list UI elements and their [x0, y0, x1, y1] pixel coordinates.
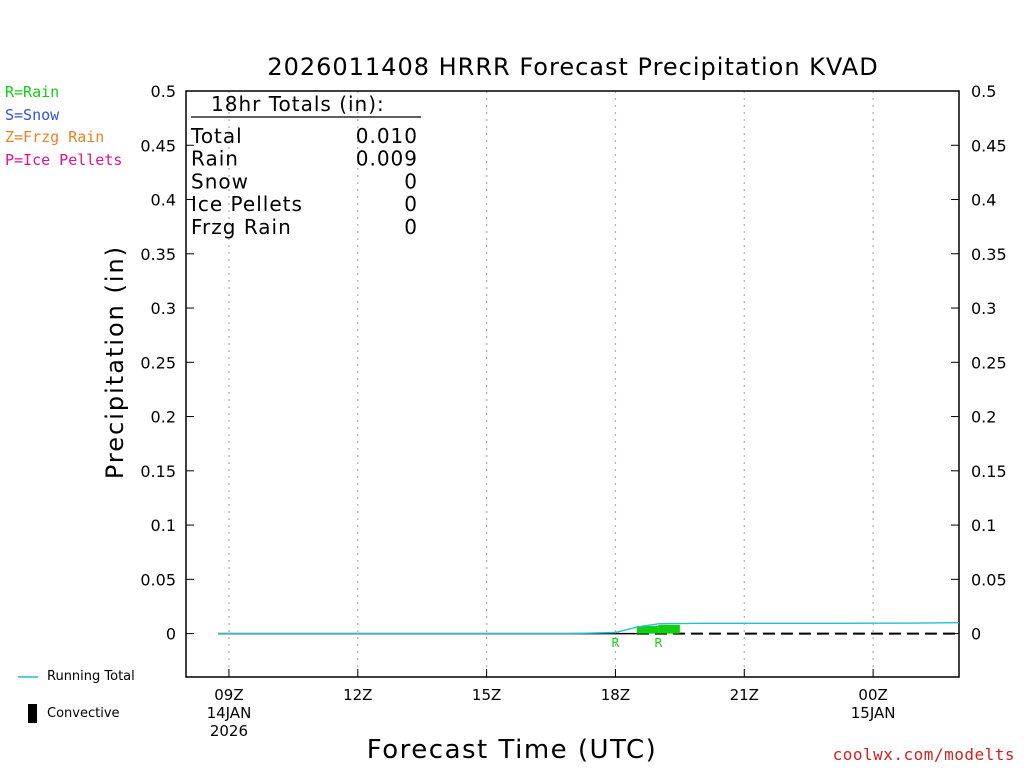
- y-axis-label: Precipitation (in): [101, 245, 129, 479]
- x-tick-label-0-1: 14JAN: [207, 704, 252, 722]
- y-tick-label-left-7: 0.35: [140, 245, 176, 264]
- legend-convective-label: Convective: [47, 706, 120, 721]
- y-tick-label-right-0: 0: [971, 625, 981, 644]
- plot-frame: [185, 90, 960, 678]
- totals-row-label-4: Frzg Rain: [191, 215, 292, 239]
- x-tick-label-0-2: 2026: [210, 722, 248, 740]
- x-axis-label: Forecast Time (UTC): [367, 735, 658, 765]
- y-tick-label-right-8: 0.4: [971, 191, 996, 210]
- y-tick-label-right-4: 0.2: [971, 408, 996, 427]
- y-tick-label-left-1: 0.05: [140, 570, 176, 589]
- totals-row-label-2: Snow: [191, 169, 249, 193]
- y-tick-label-right-1: 0.05: [971, 570, 1007, 589]
- y-tick-label-left-9: 0.45: [140, 136, 176, 155]
- chart-title: 2026011408 HRRR Forecast Precipitation K…: [267, 53, 878, 81]
- y-tick-label-right-6: 0.3: [971, 299, 996, 318]
- y-axis-ticks: 0 00.05 0.050.1 0.10.15 0.150.2 0.20.25 0.250.…: [140, 82, 1006, 644]
- y-tick-label-left-3: 0.15: [140, 462, 176, 481]
- totals-row-value-1: 0.009: [356, 147, 418, 171]
- y-tick-label-right-2: 0.1: [971, 516, 996, 535]
- y-tick-label-left-6: 0.3: [151, 299, 176, 318]
- x-tick-label-0-0: 09Z: [214, 686, 243, 704]
- totals-row-label-3: Ice Pellets: [191, 192, 303, 216]
- totals-row-label-1: Rain: [191, 147, 239, 171]
- ptype-marker-1: R: [654, 636, 662, 650]
- y-tick-label-left-2: 0.1: [151, 516, 176, 535]
- y-tick-label-left-0: 0: [166, 625, 176, 644]
- totals-row-value-2: 0: [404, 169, 418, 193]
- legend-running-total-label: Running Total: [47, 669, 135, 684]
- y-tick-label-left-8: 0.4: [151, 191, 176, 210]
- series-layer: [218, 622, 960, 635]
- running-total-line: [218, 622, 960, 635]
- y-tick-label-left-4: 0.2: [151, 408, 176, 427]
- y-tick-label-left-10: 0.5: [151, 82, 176, 101]
- legend-frzg-rain: Z=Frzg Rain: [5, 128, 105, 146]
- ptype-marker-0: R: [611, 636, 619, 650]
- x-tick-label-5-0: 00Z: [858, 686, 887, 704]
- ptype-legend: R=Rain S=Snow Z=Frzg Rain P=Ice Pellets: [5, 81, 122, 171]
- y-tick-label-right-10: 0.5: [971, 82, 996, 101]
- totals-row-value-3: 0: [404, 192, 418, 216]
- y-tick-label-right-3: 0.15: [971, 462, 1007, 481]
- rain-bar-0: [636, 625, 659, 634]
- x-tick-label-1-0: 12Z: [343, 686, 372, 704]
- convective-swatch: [28, 704, 37, 723]
- legend-snow: S=Snow: [5, 105, 60, 124]
- legend-convective: [28, 704, 37, 723]
- totals-box: 18hr Totals (in): Total 0.010 Rain 0.009 Snow…: [190, 92, 421, 239]
- rain-bar-1: [658, 624, 680, 634]
- y-tick-label-left-5: 0.25: [140, 353, 176, 372]
- totals-row-value-0: 0.010: [356, 124, 418, 148]
- x-tick-label-3-0: 18Z: [601, 686, 630, 704]
- legend-rain: R=Rain: [5, 83, 60, 101]
- totals-row-value-4: 0: [404, 215, 418, 239]
- x-tick-label-5-1: 15JAN: [851, 704, 896, 722]
- gridlines: [228, 91, 874, 677]
- legend-ice-pellets: P=Ice Pellets: [5, 150, 123, 169]
- x-tick-label-2-0: 15Z: [472, 686, 501, 704]
- y-tick-label-right-7: 0.35: [971, 245, 1007, 264]
- y-tick-label-right-9: 0.45: [971, 136, 1007, 155]
- x-tick-label-4-0: 21Z: [730, 686, 759, 704]
- y-tick-label-right-5: 0.25: [971, 353, 1007, 372]
- totals-title: 18hr Totals (in):: [211, 92, 385, 116]
- credit-link[interactable]: coolwx.com/modelts: [832, 745, 1015, 764]
- totals-row-label-0: Total: [190, 124, 243, 148]
